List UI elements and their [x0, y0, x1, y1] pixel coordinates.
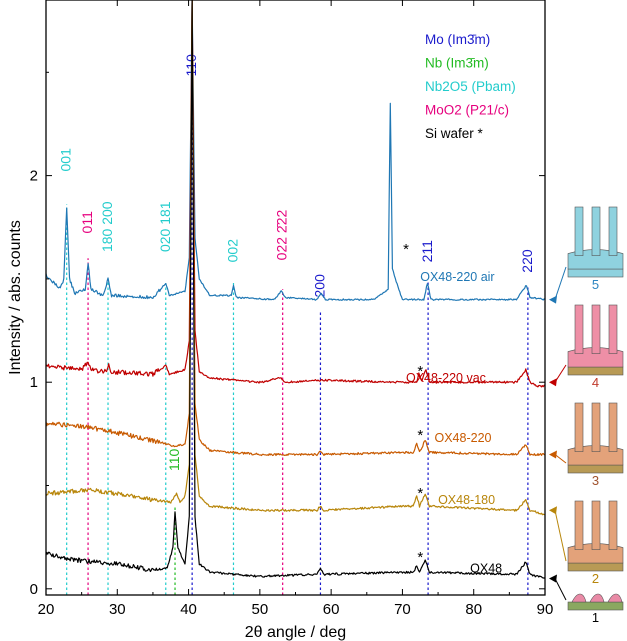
arrow-head [549, 295, 557, 304]
series-line [45, 0, 546, 388]
legend-entry: MoO2 (P21/c) [425, 103, 509, 118]
tick-group: 20 30 40 50 60 70 80 90 0 1 2 [30, 0, 554, 618]
nanopillar [574, 206, 584, 256]
reflection-label: 180 200 [99, 201, 115, 252]
asterisk-mark: * [417, 549, 423, 566]
x-tick-label: 20 [38, 601, 55, 618]
nanopillar-nub [589, 593, 605, 603]
series-label: OX48-220 air [420, 270, 494, 284]
legend-entry: Si wafer * [425, 126, 484, 141]
nanopillar [591, 206, 601, 256]
series-label: OX48-180 [438, 493, 495, 507]
schematic-number: 3 [592, 473, 599, 488]
legend: Mo (Im3̄m) Nb (Im3̄m) Nb2O5 (Pbam) MoO2 (P2… [425, 32, 516, 141]
series-label: OX48 [470, 561, 502, 575]
arrow-head [549, 574, 557, 583]
pointer-arrow [554, 510, 567, 562]
substrate [567, 562, 624, 572]
legend-entry: Mo (Im3̄m) [425, 32, 490, 47]
x-tick-label: 40 [180, 601, 197, 618]
reflection-label: 211 [419, 240, 435, 263]
series-labels: OX48-220 air OX48-220 vac OX48-220 OX48-180… [406, 270, 502, 575]
pointer-arrow [554, 266, 567, 300]
nanopillar [574, 304, 584, 354]
series-line [45, 0, 546, 516]
y-tick-label: 0 [30, 581, 38, 598]
schematic-5: 5 [549, 206, 624, 304]
nanopillar-nub [607, 593, 623, 603]
substrate [567, 268, 624, 278]
substrate [567, 601, 624, 611]
nanopillar [608, 402, 618, 452]
reflection-label: 110 [166, 449, 182, 472]
schematic-number: 5 [592, 277, 599, 292]
nanopillar [591, 500, 601, 550]
x-tick-label: 30 [109, 601, 126, 618]
y-tick-label: 2 [30, 168, 38, 185]
substrate [567, 366, 624, 376]
arrow-head [549, 506, 557, 515]
series-line [45, 0, 546, 457]
arrow-head [549, 450, 557, 459]
reflection-label: 200 [311, 274, 327, 298]
nanopillar [608, 206, 618, 256]
reflection-label: 011 [79, 211, 95, 234]
si-wafer-asterisks: * * * * * [403, 241, 423, 566]
reflection-label: 020 181 [157, 201, 173, 252]
pointer-arrow [554, 578, 567, 601]
asterisk-mark: * [417, 485, 423, 502]
legend-entry: Nb (Im3̄m) [425, 56, 489, 71]
nanopillar [608, 304, 618, 354]
y-tick-label: 1 [30, 374, 38, 391]
asterisk-mark: * [417, 363, 423, 380]
substrate [567, 464, 624, 474]
series-label: OX48-220 vac [406, 371, 486, 385]
nanopillar [608, 500, 618, 550]
pointer-arrow [554, 454, 567, 464]
series-line [45, 0, 546, 301]
series-group [45, 0, 546, 579]
schematic-4: 4 [549, 304, 624, 390]
y-axis-label: Intensity / abs. counts [7, 220, 24, 375]
legend-entry: Nb2O5 (Pbam) [425, 79, 516, 94]
nanopillar [574, 500, 584, 550]
schematic-1: 1 [549, 574, 624, 625]
reflection-label: 220 [519, 249, 535, 273]
series-line [45, 0, 546, 579]
schematic-number: 1 [592, 610, 599, 625]
x-tick-label: 80 [465, 601, 482, 618]
x-tick-label: 50 [252, 601, 269, 618]
nanopillar [574, 402, 584, 452]
reflection-label: 022 2̄22 [274, 209, 290, 260]
asterisk-mark: * [417, 427, 423, 444]
x-tick-label: 70 [394, 601, 411, 618]
x-axis-label: 2θ angle / deg [245, 624, 346, 641]
side-panel: 5 4 3 2 1 [549, 206, 624, 625]
schematic-number: 4 [592, 375, 599, 390]
x-tick-label: 90 [537, 601, 554, 618]
series-label: OX48-220 [435, 431, 492, 445]
asterisk-mark: * [403, 241, 409, 258]
schematic-number: 2 [592, 571, 599, 586]
reflection-label: 001 [58, 148, 74, 172]
nanopillar-nub [571, 593, 587, 603]
reflection-label: 002 [224, 239, 240, 263]
schematic-2: 2 [549, 500, 624, 586]
nanopillar [591, 402, 601, 452]
x-tick-label: 60 [323, 601, 340, 618]
schematic-3: 3 [549, 402, 624, 488]
nanopillar [591, 304, 601, 354]
arrow-head [549, 378, 557, 387]
